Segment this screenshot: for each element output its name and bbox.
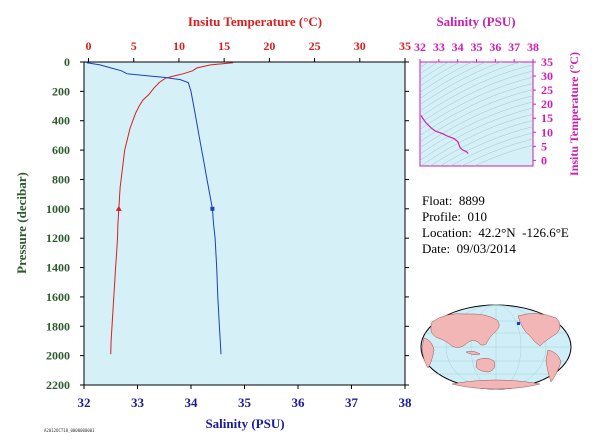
ts-salinity-tick-label: 34: [452, 40, 464, 54]
profile-axes-ticks: [80, 58, 409, 389]
ts-temperature-axis-title: Insitu Temperature (°C): [567, 52, 581, 176]
pressure-tick-label: 800: [52, 172, 70, 186]
density-contour: [420, 70, 533, 124]
density-contour: [420, 62, 461, 87]
pressure-tick-label: 1400: [46, 261, 70, 275]
salinity-tick-label: 35: [238, 395, 252, 410]
profile-plot: 0200400600800100012001400160018002000220…: [14, 14, 412, 431]
ts-diagram-background: [419, 61, 534, 167]
ts-line: [420, 115, 469, 154]
density-contour: [420, 62, 487, 99]
pressure-tick-label: 1000: [46, 202, 70, 216]
salinity-axis-title: Salinity (PSU): [205, 416, 284, 431]
density-contour: [420, 64, 533, 118]
profile-plot-background: [83, 61, 406, 386]
ts-temperature-tick-label: 30: [541, 69, 553, 83]
temperature-tick-label: 15: [218, 39, 230, 53]
salinity-tick-label: 34: [185, 395, 199, 410]
world-map: [420, 304, 572, 390]
density-contour: [420, 83, 533, 136]
temperature-tick-label: 10: [173, 39, 185, 53]
temperature-tick-label: 0: [86, 39, 92, 53]
density-contour: [420, 62, 522, 112]
ts-temperature-tick-label: 35: [541, 55, 553, 69]
density-contour: [420, 76, 533, 130]
profile-label: Profile: 010: [422, 209, 487, 224]
ts-curve: [420, 115, 469, 154]
ts-salinity-tick-label: 35: [471, 40, 483, 54]
location-label: Location: 42.2°N -126.6°E: [422, 225, 569, 240]
ts-salinity-title: Salinity (PSU): [436, 14, 515, 29]
salinity-marker: [210, 206, 215, 211]
density-contour: [420, 62, 439, 75]
ts-temperature-tick-label: 0: [541, 153, 547, 167]
salinity-tick-label: 33: [131, 395, 145, 410]
ts-temperature-tick-label: 15: [541, 111, 553, 125]
density-contour: [420, 95, 533, 149]
pressure-tick-label: 1800: [46, 319, 70, 333]
pressure-axis-title: Pressure (decibar): [14, 172, 29, 274]
density-contour: [420, 114, 533, 166]
float-label: Float: 8899: [422, 193, 485, 208]
pressure-tick-label: 2200: [46, 378, 70, 392]
pressure-tick-label: 400: [52, 114, 70, 128]
ts-salinity-tick-label: 36: [489, 40, 501, 54]
ts-temperature-tick-label: 5: [541, 139, 547, 153]
density-contours: [420, 23, 533, 166]
ts-salinity-tick-label: 37: [508, 40, 520, 54]
salinity-tick-label: 37: [345, 395, 359, 410]
ts-temperature-tick-label: 25: [541, 83, 553, 97]
pressure-tick-label: 1600: [46, 290, 70, 304]
footer-code: A2012OCT18_0000000001: [44, 428, 95, 433]
density-contour: [461, 138, 533, 166]
density-contour: [420, 62, 450, 81]
pressure-tick-label: 200: [52, 84, 70, 98]
temperature-tick-label: 35: [399, 39, 411, 53]
profile-lines: [86, 62, 234, 355]
salinity-tick-label: 36: [292, 395, 306, 410]
ts-axes-ticks: [419, 59, 536, 161]
salinity-tick-label: 38: [399, 395, 413, 410]
float-location-marker: [517, 322, 520, 325]
density-contour: [420, 107, 533, 161]
ts-temperature-tick-label: 10: [541, 125, 553, 139]
density-contour: [439, 126, 533, 166]
temperature-marker: [115, 205, 122, 211]
pressure-tick-label: 1200: [46, 231, 70, 245]
density-contour: [473, 144, 533, 166]
temperature-tick-label: 5: [131, 39, 137, 53]
density-contour: [420, 62, 503, 105]
density-contour: [420, 101, 533, 155]
pressure-tick-label: 600: [52, 143, 70, 157]
temperature-tick-label: 25: [309, 39, 321, 53]
temperature-profile-line: [110, 62, 234, 355]
density-contour: [420, 23, 431, 31]
density-contour: [429, 120, 533, 166]
temperature-axis-title: Insitu Temperature (°C): [188, 14, 322, 29]
density-contour: [450, 132, 533, 166]
pressure-tick-label: 2000: [46, 349, 70, 363]
profile-tick-labels: 0200400600800100012001400160018002000220…: [46, 39, 412, 410]
ts-salinity-tick-label: 32: [414, 40, 426, 54]
date-label: Date: 09/03/2014: [422, 241, 516, 256]
ts-salinity-tick-label: 38: [527, 40, 539, 54]
salinity-tick-label: 32: [78, 395, 91, 410]
temperature-tick-label: 20: [263, 39, 275, 53]
density-contour: [420, 62, 473, 93]
temperature-tick-label: 30: [354, 39, 366, 53]
density-contour: [420, 89, 533, 143]
ts-salinity-tick-label: 33: [433, 40, 445, 54]
pressure-tick-label: 0: [64, 55, 70, 69]
salinity-profile-line: [86, 62, 222, 355]
ts-temperature-tick-label: 20: [541, 97, 553, 111]
